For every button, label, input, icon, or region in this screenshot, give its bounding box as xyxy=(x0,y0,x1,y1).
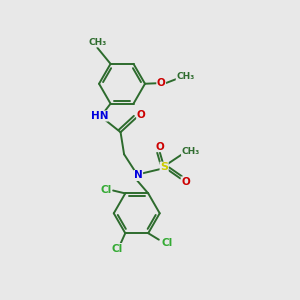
Text: CH₃: CH₃ xyxy=(176,72,194,81)
Text: S: S xyxy=(160,162,168,172)
Text: Cl: Cl xyxy=(111,244,123,254)
Text: Cl: Cl xyxy=(161,238,172,248)
Text: N: N xyxy=(134,170,142,181)
Text: O: O xyxy=(157,78,166,88)
Text: CH₃: CH₃ xyxy=(182,147,200,156)
Text: O: O xyxy=(155,142,164,152)
Text: O: O xyxy=(181,177,190,187)
Text: Cl: Cl xyxy=(100,185,112,196)
Text: CH₃: CH₃ xyxy=(88,38,106,47)
Text: HN: HN xyxy=(91,111,108,121)
Text: O: O xyxy=(137,110,146,119)
